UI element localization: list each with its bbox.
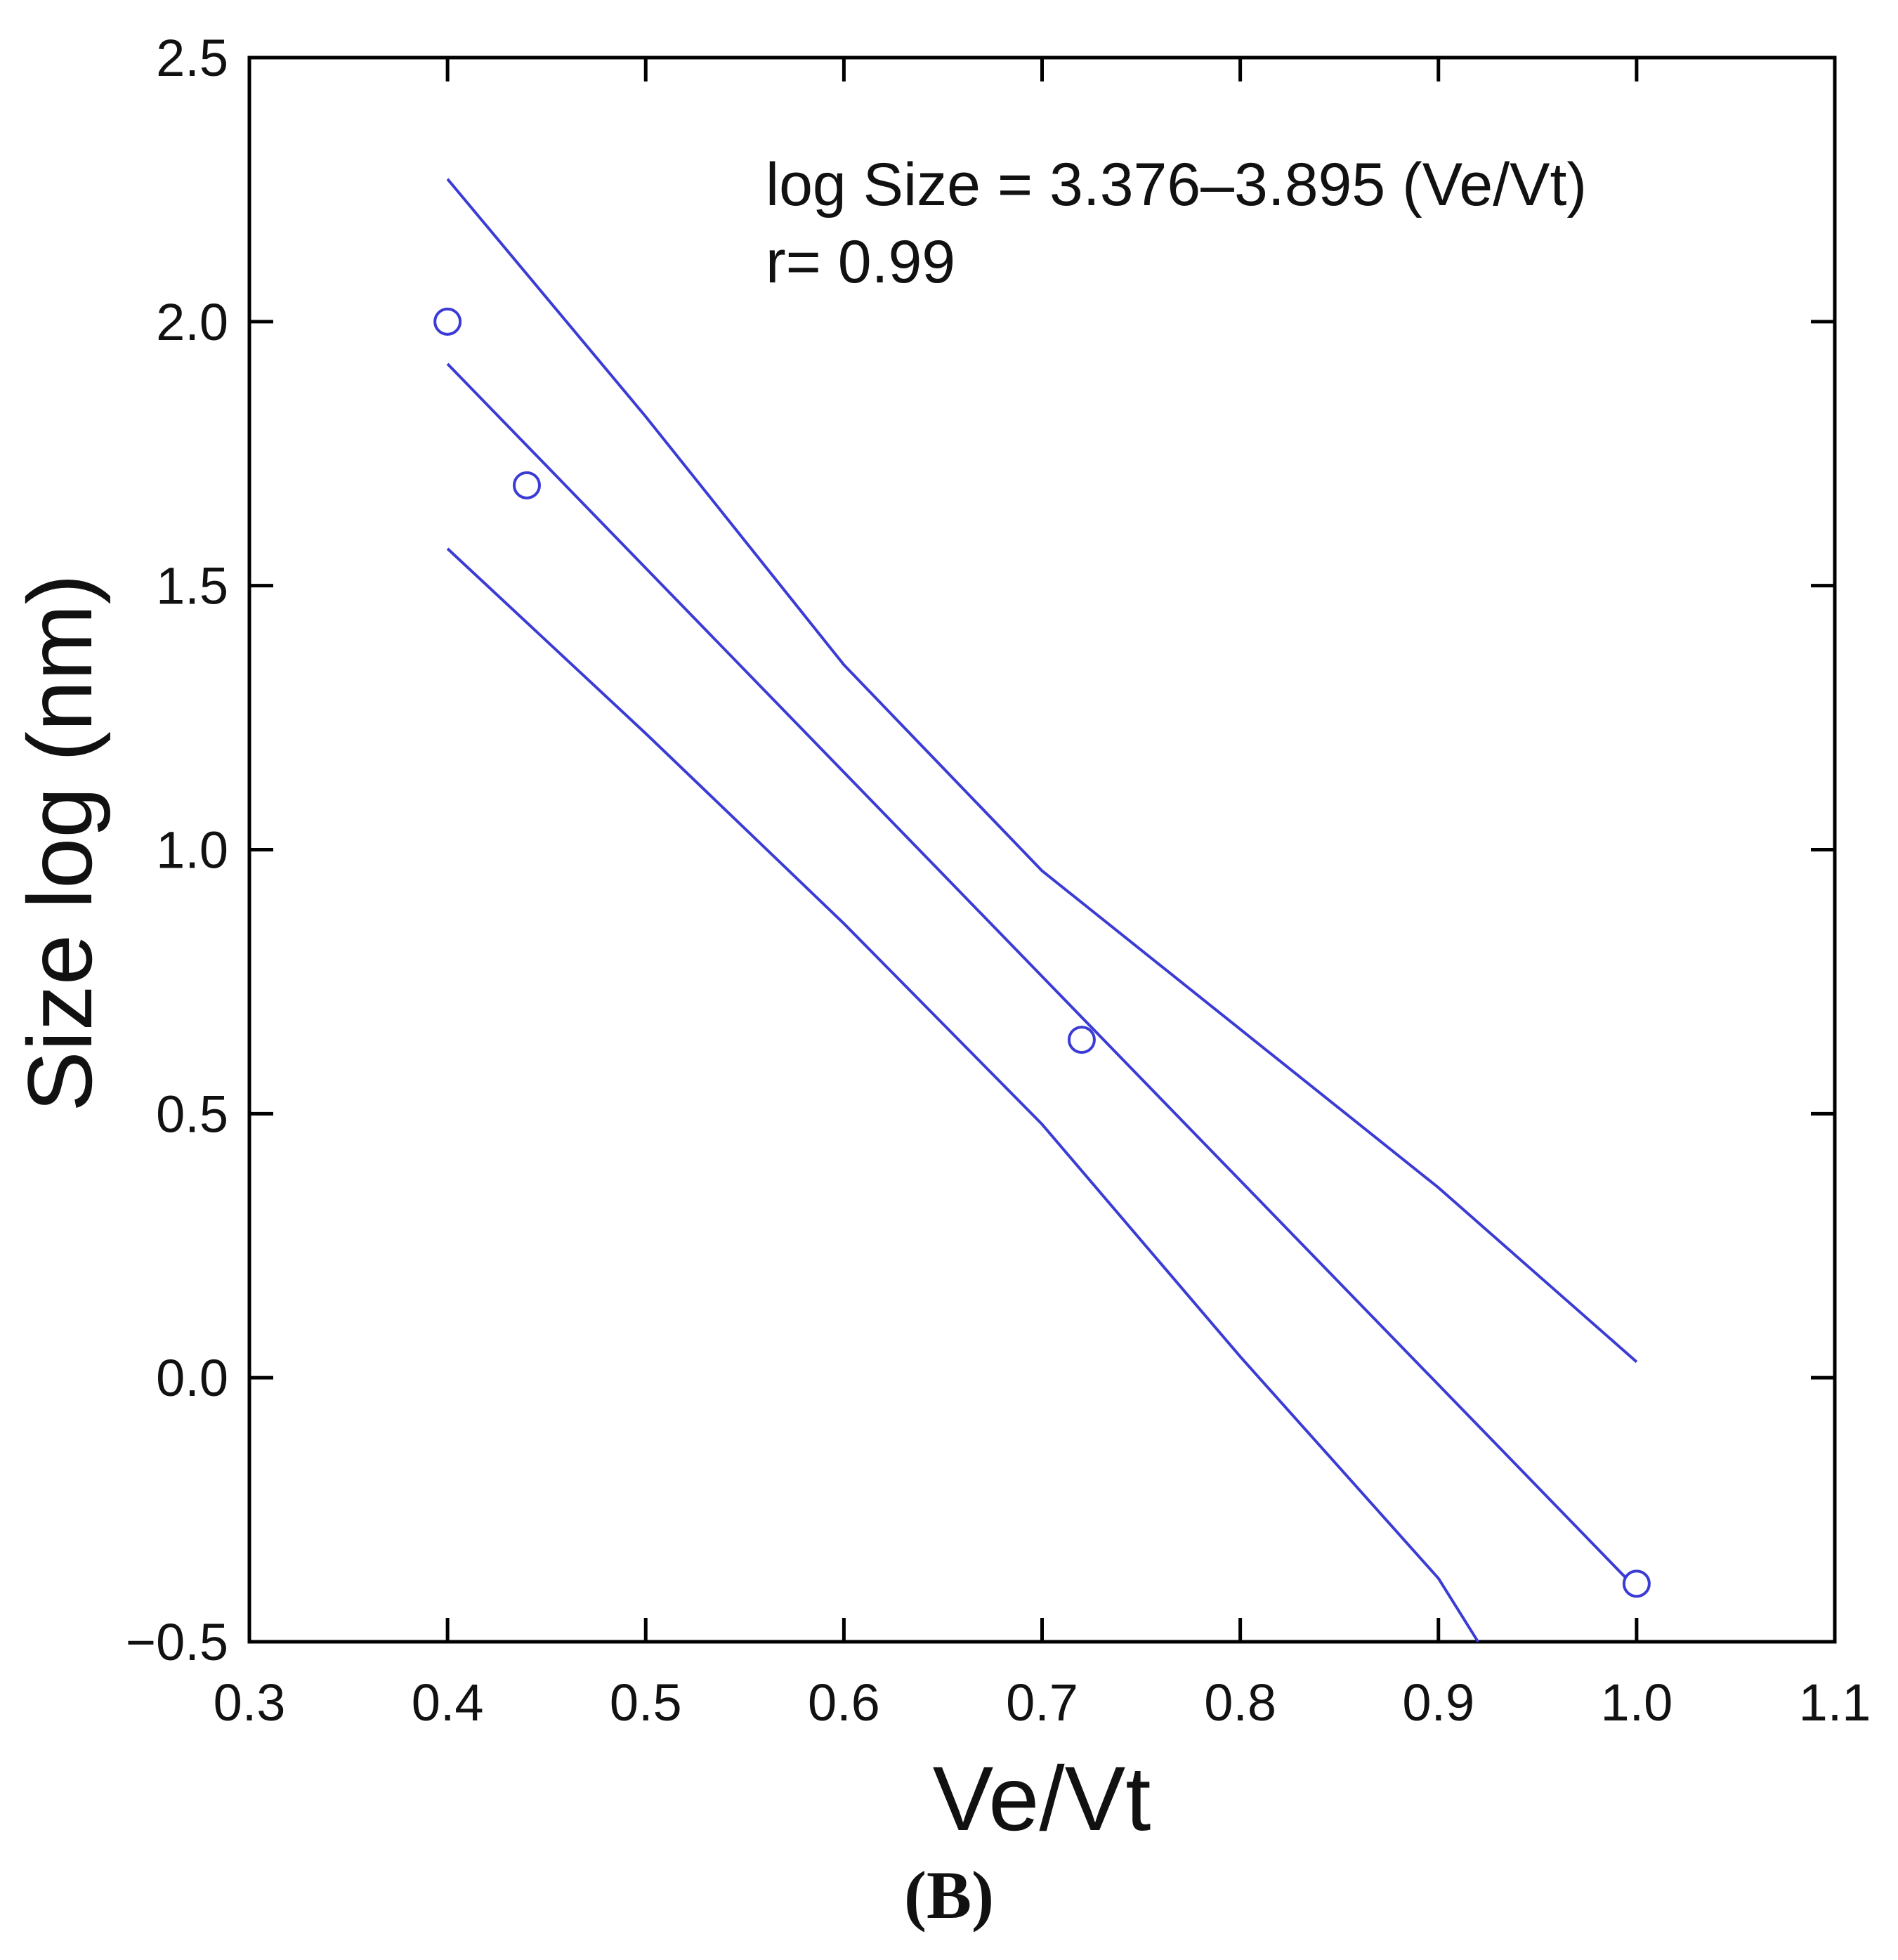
x-tick-label: 0.4 [412,1673,484,1732]
equation-annotation: log Size = 3.376–3.895 (Ve/Vt) [766,151,1587,218]
x-tick-label: 0.6 [808,1673,880,1732]
x-tick-label: 0.9 [1402,1673,1474,1732]
data-point [1622,1569,1651,1598]
y-tick-label: 1.0 [156,821,228,880]
y-tick-label: 1.5 [156,557,228,615]
figure-caption: (B) [904,1857,994,1933]
x-axis-title: Ve/Vt [933,1747,1151,1850]
data-point [1067,1026,1096,1054]
data-points [433,307,1651,1598]
axis-ticks: 0.3 0.4 0.5 0.6 0.7 0.8 0.9 1.0 1.1 −0.5 0.0 0.5 1.0… [126,29,1871,1732]
data-point [512,471,541,499]
y-tick-label: −0.5 [126,1613,228,1671]
x-tick-label: 0.3 [214,1673,286,1732]
x-tick-label: 1.1 [1799,1673,1871,1732]
lower-confidence-band-line [446,547,1479,1643]
y-axis-title: Size log (nm) [8,574,111,1112]
r-value-annotation: r= 0.99 [766,228,955,296]
regression-line [446,362,1638,1590]
x-tick-label: 0.5 [610,1673,682,1732]
x-tick-label: 0.8 [1204,1673,1276,1732]
y-tick-label: 2.0 [156,293,228,351]
series-lines [446,178,1638,1643]
y-tick-label: 2.5 [156,29,228,87]
plot-frame [247,55,1837,1644]
y-tick-label: 0.5 [156,1085,228,1143]
x-tick-label: 1.0 [1600,1673,1673,1732]
y-tick-label: 0.0 [156,1349,228,1407]
x-tick-label: 0.7 [1006,1673,1078,1732]
plot-area [247,55,1837,1644]
upper-confidence-band-line [446,178,1638,1364]
data-point [433,307,462,336]
